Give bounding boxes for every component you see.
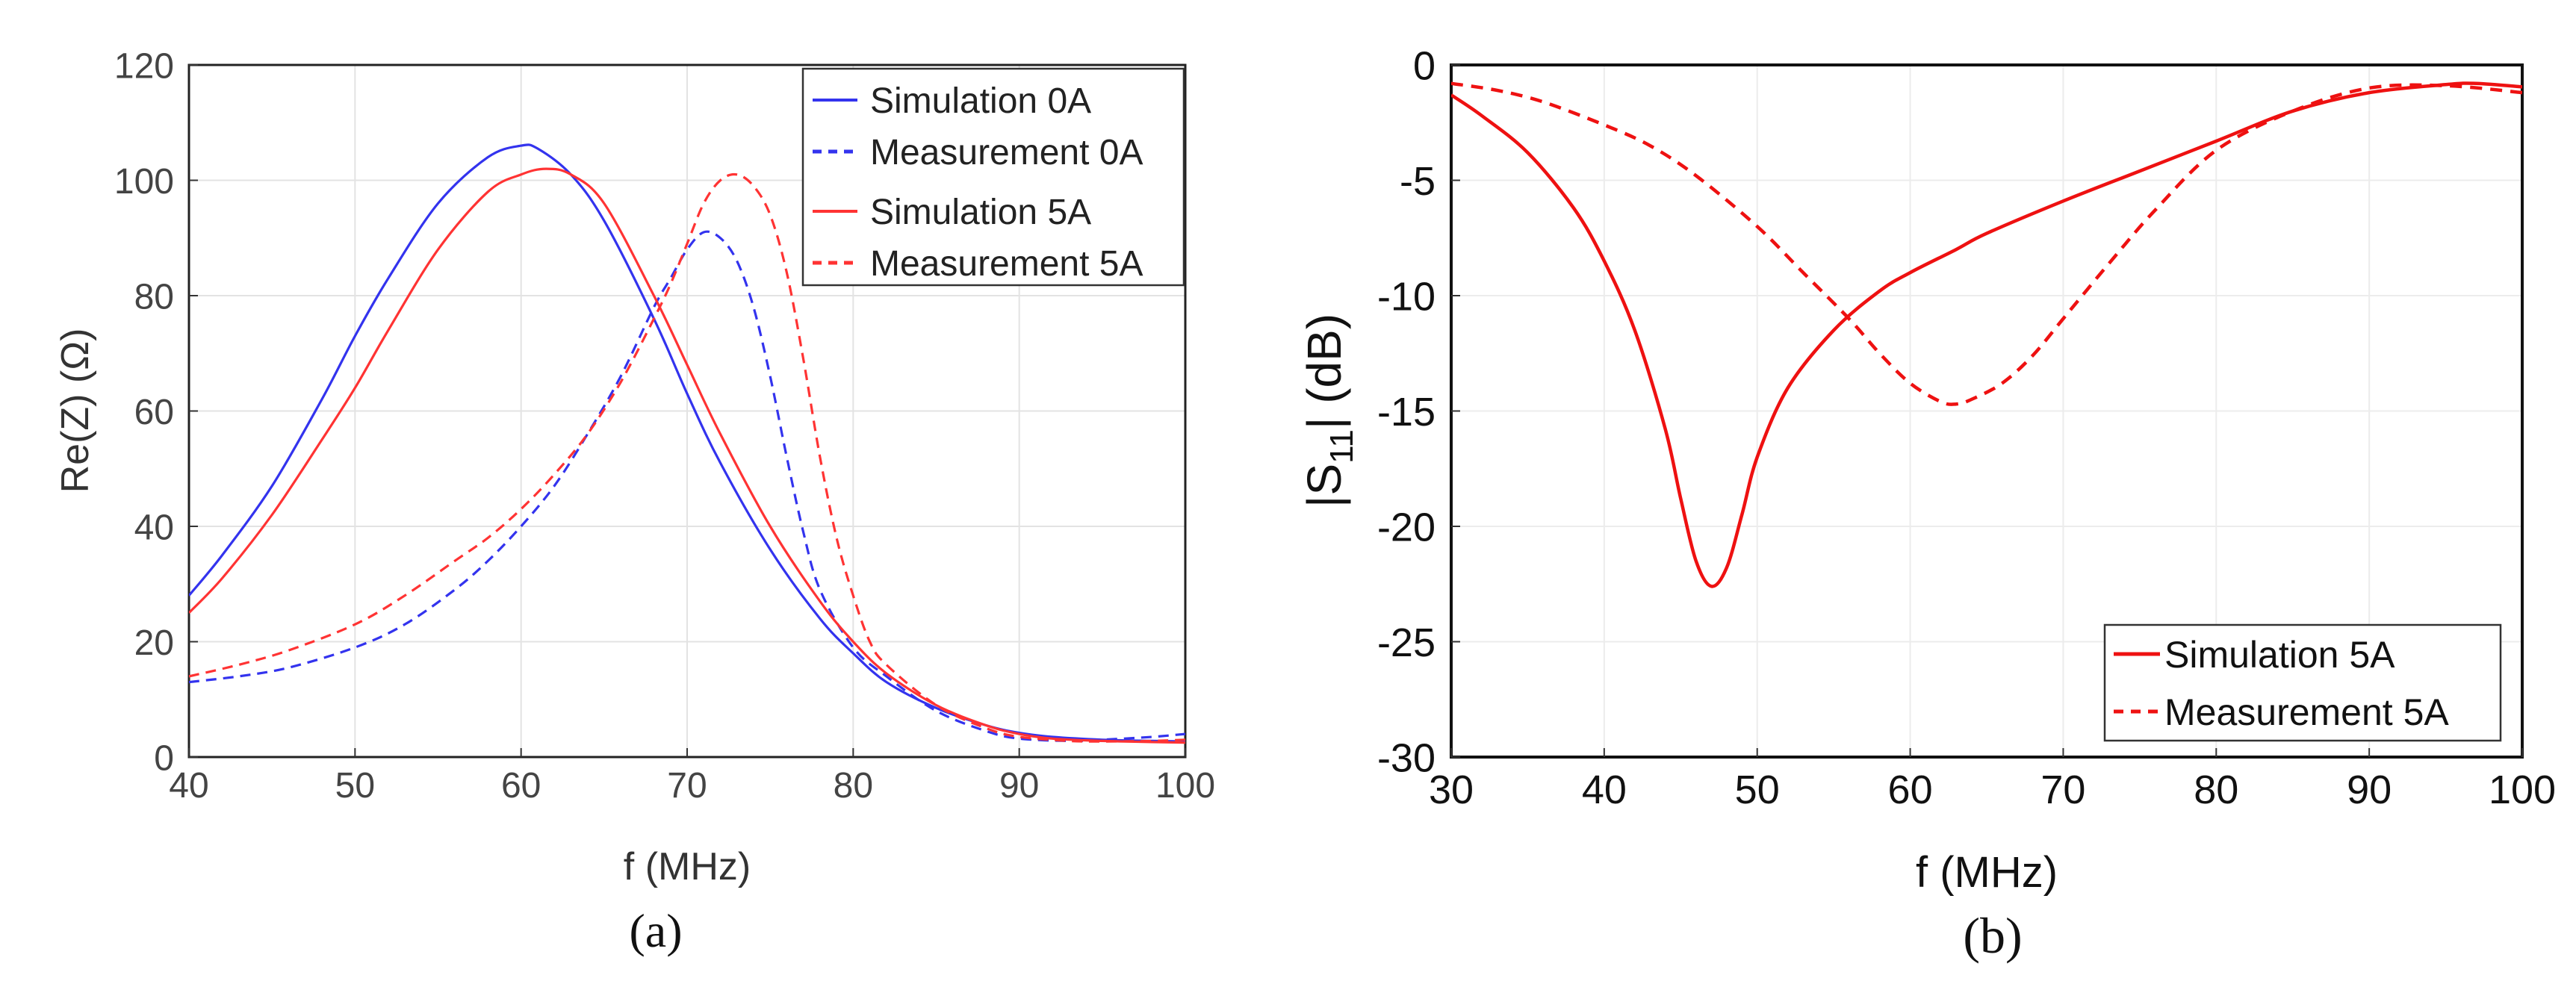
y-tick-label: -5 xyxy=(1400,159,1436,204)
x-tick-label: 40 xyxy=(169,766,208,806)
chart-a-ticks: 40 50 60 70 80 90 100 0 20 40 60 80 100 120 xyxy=(114,46,1215,806)
y-tick-label: -20 xyxy=(1377,505,1436,549)
chart-a-panel-label: (a) xyxy=(629,904,682,957)
y-tick-label: -30 xyxy=(1377,735,1436,780)
x-tick-label: 70 xyxy=(667,766,707,806)
chart-a-xlabel: f (MHz) xyxy=(624,845,751,888)
chart-b-panel-label: (b) xyxy=(1963,907,2022,964)
legend-b-label-meas-5a: Measurement 5A xyxy=(2164,691,2449,733)
x-tick-label: 100 xyxy=(1155,766,1215,806)
y-tick-label: 100 xyxy=(114,162,174,202)
x-tick-label: 60 xyxy=(1888,768,1933,812)
x-tick-label: 30 xyxy=(1429,768,1474,812)
y-tick-label: 80 xyxy=(134,277,174,317)
chart-b-ylabel: |S11| (dB) xyxy=(1297,314,1360,508)
x-tick-label: 90 xyxy=(2347,768,2392,812)
series-line-measurement-0a xyxy=(189,230,1185,743)
x-tick-label: 90 xyxy=(999,766,1039,806)
series-line-simulation-5a xyxy=(1451,81,2522,588)
x-tick-label: 80 xyxy=(2194,768,2238,812)
chart-b-ylabel-main: |S xyxy=(1297,464,1351,508)
x-tick-label: 100 xyxy=(2489,768,2556,812)
chart-a: 40 50 60 70 80 90 100 0 20 40 60 80 100 120 f (MHz) R… xyxy=(54,46,1215,957)
chart-b-xlabel: f (MHz) xyxy=(1916,848,2058,897)
x-tick-label: 80 xyxy=(834,766,873,806)
chart-a-series xyxy=(189,143,1185,744)
x-tick-label: 50 xyxy=(1735,768,1780,812)
legend-a-label-sim-5a: Simulation 5A xyxy=(870,193,1091,232)
chart-a-ylabel: Re(Z) (Ω) xyxy=(54,329,97,494)
y-tick-label: 120 xyxy=(114,46,174,86)
series-line-simulation-5a xyxy=(189,167,1185,744)
y-tick-label: -15 xyxy=(1377,390,1436,435)
y-tick-label: 20 xyxy=(134,623,174,663)
y-tick-label: 0 xyxy=(154,738,174,778)
legend-a-label-meas-0a: Measurement 0A xyxy=(870,133,1143,172)
x-tick-label: 50 xyxy=(335,766,375,806)
y-tick-label: -10 xyxy=(1377,274,1436,319)
chart-b: 30 40 50 60 70 80 90 100 0 -5 -10 -15 -20 -25 -30 f (M… xyxy=(1297,43,2556,964)
series-line-measurement-5a xyxy=(1451,81,2522,406)
y-tick-label: -25 xyxy=(1377,620,1436,665)
legend-b-label-sim-5a: Simulation 5A xyxy=(2164,634,2395,676)
series-line-measurement-5a xyxy=(189,172,1185,743)
x-tick-label: 40 xyxy=(1582,768,1627,812)
chart-a-legend-box xyxy=(801,67,1185,287)
legend-a-label-meas-5a: Measurement 5A xyxy=(870,244,1143,284)
chart-a-legend: Simulation 0A Measurement 0A Simulation … xyxy=(801,67,1185,287)
chart-b-legend: Simulation 5A Measurement 5A xyxy=(2103,623,2502,742)
chart-b-ticks: 30 40 50 60 70 80 90 100 0 -5 -10 -15 -20 -25 -30 xyxy=(1377,43,2556,812)
chart-b-ylabel-tail: | (dB) xyxy=(1297,314,1351,429)
x-tick-label: 70 xyxy=(2040,768,2085,812)
chart-b-ylabel-sub: 11 xyxy=(1323,429,1360,464)
x-tick-label: 60 xyxy=(501,766,541,806)
y-tick-label: 0 xyxy=(1413,43,1436,88)
y-tick-label: 60 xyxy=(134,393,174,432)
chart-b-legend-box xyxy=(2103,623,2502,742)
legend-a-label-sim-0a: Simulation 0A xyxy=(870,81,1091,121)
chart-b-series xyxy=(1451,81,2522,588)
y-tick-label: 40 xyxy=(134,508,174,547)
